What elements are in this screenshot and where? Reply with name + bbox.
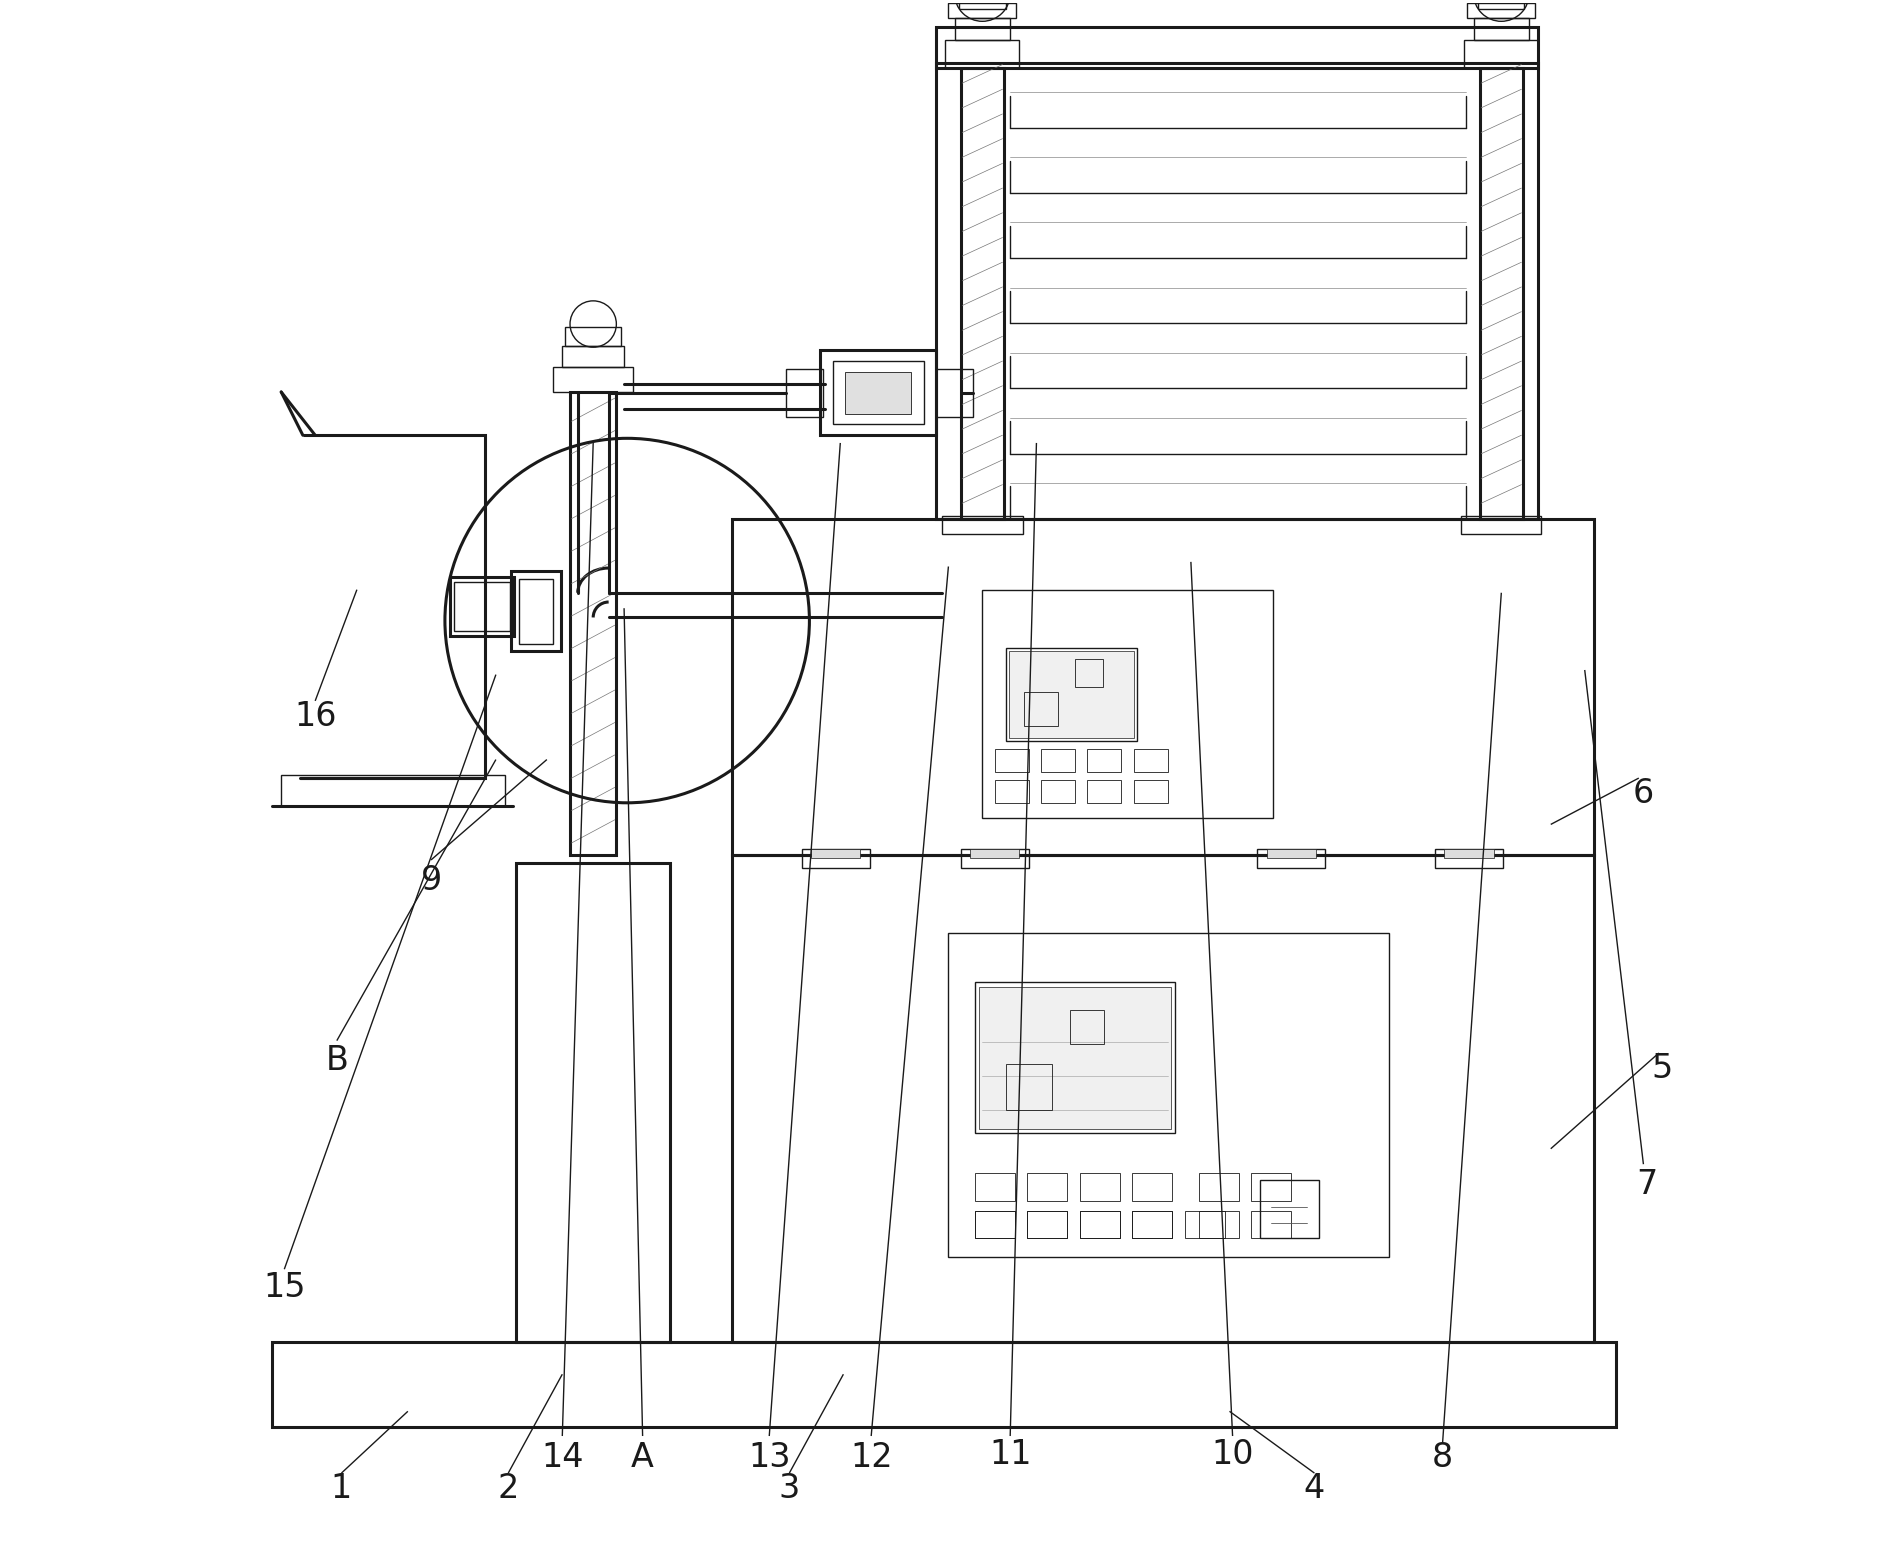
Bar — [1260, 1180, 1319, 1238]
Bar — [1041, 780, 1075, 803]
Bar — [1473, 19, 1530, 40]
Bar — [1028, 1211, 1068, 1238]
Bar — [1079, 1211, 1119, 1238]
Bar — [516, 863, 670, 1342]
Bar — [961, 68, 1005, 519]
Bar — [1435, 849, 1503, 868]
Text: 13: 13 — [748, 1442, 790, 1474]
Bar — [1041, 749, 1075, 772]
Bar — [959, 0, 1005, 9]
Bar — [554, 367, 634, 392]
Bar — [449, 577, 514, 636]
Text: 12: 12 — [851, 1442, 893, 1474]
Text: 1: 1 — [331, 1472, 352, 1505]
Text: 8: 8 — [1433, 1442, 1454, 1474]
Bar — [733, 519, 1595, 856]
Bar — [955, 19, 1010, 40]
Bar — [1005, 648, 1136, 741]
Bar — [1186, 1211, 1226, 1238]
Bar — [845, 372, 912, 414]
Bar — [974, 1211, 1014, 1238]
Bar — [1079, 1211, 1119, 1238]
Bar — [1199, 1211, 1239, 1238]
Bar — [801, 849, 870, 868]
Text: 2: 2 — [497, 1472, 520, 1505]
Bar — [961, 849, 1030, 868]
Bar — [1463, 40, 1538, 68]
Bar — [811, 849, 860, 859]
Bar — [995, 749, 1030, 772]
Bar — [1267, 849, 1317, 859]
Bar — [1250, 1173, 1292, 1201]
Bar — [571, 392, 617, 856]
Bar — [1009, 651, 1134, 738]
Bar — [1134, 780, 1168, 803]
Bar — [282, 775, 504, 806]
Text: 4: 4 — [1304, 1472, 1324, 1505]
Bar — [1024, 691, 1058, 725]
Bar — [1069, 1009, 1104, 1043]
Bar — [455, 581, 510, 631]
Bar — [1134, 749, 1168, 772]
Bar — [948, 933, 1389, 1257]
Bar — [1028, 1173, 1068, 1201]
Bar — [834, 361, 923, 425]
Bar — [974, 983, 1176, 1133]
Bar — [971, 849, 1020, 859]
Text: 9: 9 — [421, 863, 441, 896]
Bar — [1132, 1211, 1172, 1238]
Bar — [1199, 1173, 1239, 1201]
Text: 5: 5 — [1652, 1052, 1673, 1085]
Bar — [1005, 1063, 1052, 1110]
Bar — [1467, 3, 1536, 19]
Bar — [942, 516, 1022, 535]
Bar — [512, 570, 561, 651]
Bar — [936, 64, 1538, 519]
Text: 14: 14 — [540, 1442, 584, 1474]
Bar — [1481, 68, 1522, 519]
Text: B: B — [325, 1045, 348, 1077]
Text: 3: 3 — [778, 1472, 799, 1505]
Bar — [1087, 749, 1121, 772]
Bar — [980, 987, 1170, 1128]
Bar — [936, 369, 972, 417]
Bar — [948, 3, 1016, 19]
Bar — [1479, 0, 1524, 9]
Bar — [1028, 1211, 1068, 1238]
Bar — [974, 1173, 1014, 1201]
Bar — [1462, 516, 1541, 535]
Bar — [982, 589, 1273, 818]
Bar — [520, 578, 554, 643]
Bar — [1132, 1173, 1172, 1201]
Bar — [946, 40, 1020, 68]
Text: 11: 11 — [990, 1438, 1031, 1471]
Bar — [1258, 849, 1324, 868]
Bar — [561, 346, 624, 367]
Bar — [936, 28, 1538, 68]
Bar — [733, 856, 1595, 1342]
Bar — [820, 350, 936, 436]
Bar — [1250, 1211, 1292, 1238]
Bar — [565, 327, 620, 346]
Text: 10: 10 — [1212, 1438, 1254, 1471]
Bar — [786, 369, 824, 417]
Bar — [1132, 1211, 1172, 1238]
Text: 16: 16 — [293, 699, 337, 733]
Bar — [1087, 780, 1121, 803]
Bar — [995, 780, 1030, 803]
Bar — [272, 1342, 1616, 1426]
Bar — [1444, 849, 1494, 859]
Text: 15: 15 — [263, 1271, 306, 1304]
Bar — [974, 1211, 1014, 1238]
Bar — [1075, 659, 1104, 687]
Text: 6: 6 — [1633, 777, 1654, 811]
Bar — [1079, 1173, 1119, 1201]
Text: 7: 7 — [1637, 1167, 1658, 1201]
Text: A: A — [632, 1442, 655, 1474]
